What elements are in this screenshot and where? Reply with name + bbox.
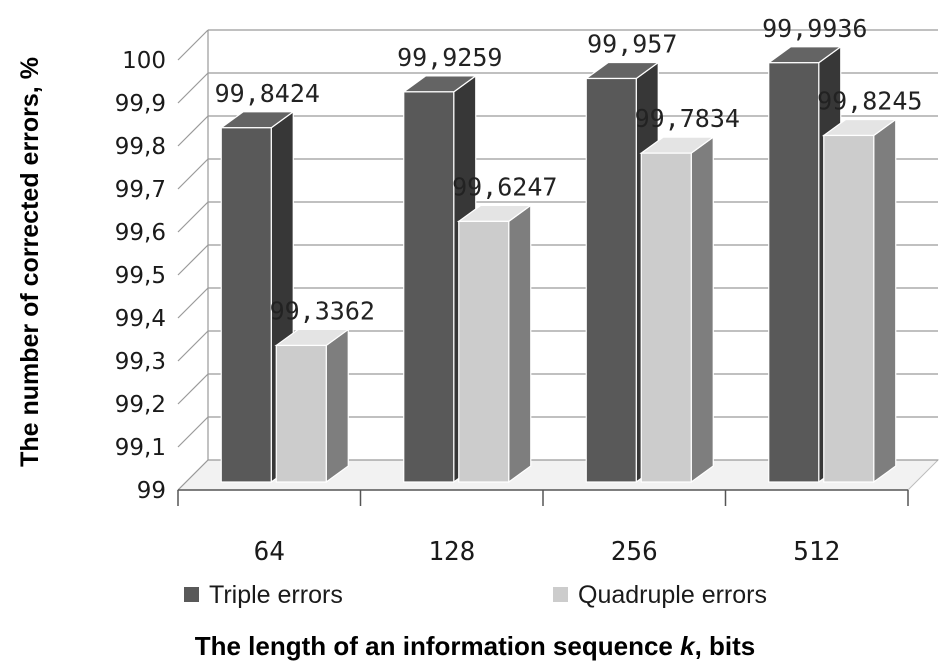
gridline-diagonal: [177, 373, 209, 405]
gridline-diagonal: [177, 201, 209, 233]
bar-front: [275, 344, 327, 483]
gridline-diagonal: [177, 416, 209, 448]
x-tick-label: 64: [254, 537, 285, 567]
y-tick-label: 99,5: [115, 263, 166, 289]
y-tick-label: 99: [137, 478, 166, 504]
legend-label-quadruple: Quadruple errors: [578, 581, 767, 609]
bar-quadruple-errors: [274, 328, 351, 484]
x-axis-title-part2: , bits: [695, 631, 756, 661]
legend-label-triple: Triple errors: [209, 581, 343, 609]
y-axis-title: The number of corrected errors, %: [16, 57, 44, 467]
bar-front: [458, 220, 510, 483]
bar-quadruple-errors: [456, 204, 533, 484]
y-tick-label: 99,7: [115, 177, 166, 203]
legend-swatch-triple: [184, 587, 199, 602]
data-label: 99,9259: [397, 43, 502, 72]
bar-front: [220, 127, 272, 483]
x-tick-label: 256: [611, 537, 658, 567]
legend-swatch-quadruple: [553, 587, 568, 602]
data-label: 99,8424: [215, 79, 320, 108]
y-tick-label: 99,9: [115, 91, 166, 117]
gridline-diagonal: [177, 244, 209, 276]
bar-front: [823, 134, 875, 483]
y-tick-label: 99,4: [115, 306, 166, 332]
gridline-diagonal: [177, 287, 209, 319]
bar-front: [403, 91, 455, 483]
y-tick-label: 99,6: [115, 220, 166, 246]
y-tick-label: 99,2: [115, 392, 166, 418]
data-label: 99,7834: [635, 104, 740, 133]
bars: [219, 45, 898, 484]
bar-quadruple-errors: [639, 135, 716, 484]
bar-front: [585, 77, 637, 483]
bar-quadruple-errors: [821, 118, 898, 484]
x-axis-title-part1: The length of an information sequence: [195, 631, 680, 661]
bar-side: [325, 328, 349, 484]
x-axis-title-var: k: [680, 631, 696, 661]
bar-front: [640, 152, 692, 483]
x-axis-title: The length of an information sequence k,…: [195, 631, 756, 661]
bar-side: [873, 118, 897, 484]
bar-front: [768, 62, 820, 483]
gridline-diagonal: [177, 29, 209, 61]
data-label: 99,3362: [270, 296, 375, 325]
x-tick-label: 512: [793, 537, 840, 567]
data-label: 99,9936: [762, 14, 867, 43]
bar-side: [508, 204, 532, 484]
legend: Triple errors Quadruple errors: [184, 581, 767, 609]
gridline-diagonal: [177, 158, 209, 190]
data-labels: 99,8424 99,3362 99,9259 99,6247 99,957 99,783…: [215, 14, 923, 326]
data-label: 99,8245: [817, 86, 922, 115]
x-tick-label: 128: [428, 537, 475, 567]
data-label: 99,6247: [452, 172, 557, 201]
y-tick-label: 99,8: [115, 134, 166, 160]
y-tick-label: 99,1: [115, 435, 166, 461]
gridline-diagonal: [177, 72, 209, 104]
gridline-diagonal: [177, 459, 209, 491]
gridline-diagonal: [177, 115, 209, 147]
y-tick-label: 100: [122, 48, 166, 74]
axes: 99 99,1 99,2 99,3 99,4 99,5 99,6 99,7 99,8 99,9 10…: [115, 48, 909, 567]
gridline-diagonal: [177, 330, 209, 362]
y-tick-label: 99,3: [115, 349, 166, 375]
data-label: 99,957: [587, 29, 677, 58]
bar-side: [690, 135, 714, 484]
